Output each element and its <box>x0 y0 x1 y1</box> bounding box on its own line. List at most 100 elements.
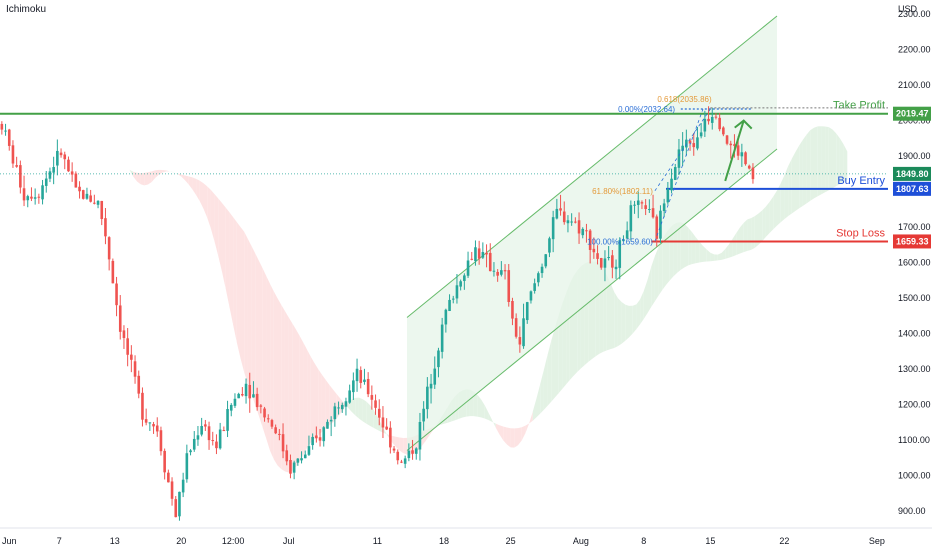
kumo-segment <box>806 130 811 204</box>
kumo-segment <box>758 210 763 245</box>
candle-body <box>507 270 511 302</box>
kumo-segment <box>284 310 289 473</box>
level-label-take-profit: Take Profit <box>833 100 885 112</box>
kumo-segment <box>114 153 119 160</box>
kumo-segment <box>484 405 489 421</box>
candle-body <box>70 171 74 175</box>
kumo-segment <box>210 190 215 242</box>
candle-body <box>722 127 725 135</box>
kumo-segment <box>732 233 737 257</box>
kumo-segment <box>510 428 515 448</box>
candle-body <box>614 266 618 270</box>
candle-body <box>329 419 333 422</box>
kumo-segment <box>817 126 822 197</box>
price-tick-label: 2300.00 <box>898 9 931 19</box>
candle-body <box>196 435 200 440</box>
candle-body <box>133 361 137 377</box>
kumo-segment <box>551 327 555 402</box>
kumo-segment <box>836 133 840 187</box>
kumo-segment <box>714 254 718 261</box>
kumo-segment <box>129 169 134 177</box>
time-tick-label: 11 <box>373 536 382 546</box>
candle-body <box>255 393 259 408</box>
candle-body <box>315 435 318 439</box>
candle-body <box>359 370 363 383</box>
time-axis[interactable]: Jun 7 13 20 12:00 Jul 11 18 25 Aug 8 15 22 Sep <box>0 527 932 546</box>
candle-body <box>74 173 78 188</box>
candle-body <box>377 408 381 418</box>
kumo-segment <box>251 246 256 406</box>
kumo-segment <box>699 241 703 263</box>
kumo-segment <box>273 291 278 466</box>
candle-body <box>4 130 7 132</box>
candle-body <box>322 427 326 442</box>
candle-body <box>688 140 692 144</box>
candle-body <box>33 197 37 199</box>
candle-body <box>633 204 636 206</box>
candle-body <box>448 299 451 312</box>
candle-body <box>11 145 15 164</box>
kumo-segment <box>203 183 208 218</box>
candle-body <box>189 450 192 453</box>
candle-body <box>107 237 111 260</box>
price-axis[interactable]: USD2300.002200.002100.002000.001900.0018… <box>893 4 931 516</box>
time-tick-label: Jun <box>2 536 17 546</box>
kumo-segment <box>314 363 319 439</box>
price-tick-label: 2200.00 <box>898 45 931 55</box>
candle-body <box>414 448 418 454</box>
candle-body <box>525 302 529 321</box>
kumo-segment <box>643 280 648 319</box>
candle-body <box>244 383 248 397</box>
kumo-segment <box>162 169 167 173</box>
kumo-segment <box>506 427 511 448</box>
candle-body <box>403 458 407 464</box>
candle-body <box>126 338 129 355</box>
candle-body <box>740 152 744 157</box>
kumo-segment <box>814 126 818 199</box>
candle-body <box>370 395 374 400</box>
candle-body <box>559 208 562 211</box>
candle-body <box>644 205 647 210</box>
candle-body <box>141 392 144 420</box>
kumo-segment <box>355 397 359 419</box>
time-tick-label: 7 <box>57 536 62 546</box>
price-tick-label: 1600.00 <box>898 258 931 268</box>
kumo-segment <box>821 126 826 195</box>
price-tick-label: 1900.00 <box>898 151 931 161</box>
kumo-segment <box>795 145 800 211</box>
kumo-segment <box>185 175 189 185</box>
kumo-segment <box>136 172 141 185</box>
kumo-segment <box>303 342 308 455</box>
candle-body <box>104 218 107 237</box>
candle-body <box>429 383 433 389</box>
time-tick-label: 12:00 <box>222 536 245 546</box>
candle-body <box>659 210 662 239</box>
stop-loss-tag-label: 1659.33 <box>896 236 929 246</box>
candle-body <box>52 167 55 173</box>
candle-body <box>155 425 159 432</box>
kumo-segment <box>148 171 152 185</box>
candle-body <box>259 405 263 407</box>
current-price-tag-label: 1849.80 <box>896 169 929 179</box>
kumo-segment <box>244 231 248 385</box>
kumo-segment <box>691 231 696 265</box>
kumo-segment <box>222 202 226 289</box>
candle-body <box>218 429 222 449</box>
kumo-segment <box>233 217 237 343</box>
candle-body <box>22 188 26 201</box>
candle-body <box>640 202 644 204</box>
candle-body <box>270 420 274 427</box>
kumo-segment <box>684 223 689 268</box>
forecast-arrow-shaft <box>724 120 745 182</box>
kumo-segment <box>259 260 263 428</box>
kumo-segment <box>832 129 837 189</box>
kumo-segment <box>636 299 641 330</box>
candle-body <box>699 132 703 137</box>
kumo-segment <box>473 391 478 417</box>
kumo-segment <box>762 206 766 242</box>
candle-body <box>426 386 429 410</box>
candle-body <box>548 238 551 253</box>
candle-body <box>599 258 603 268</box>
kumo-segment <box>725 244 729 259</box>
